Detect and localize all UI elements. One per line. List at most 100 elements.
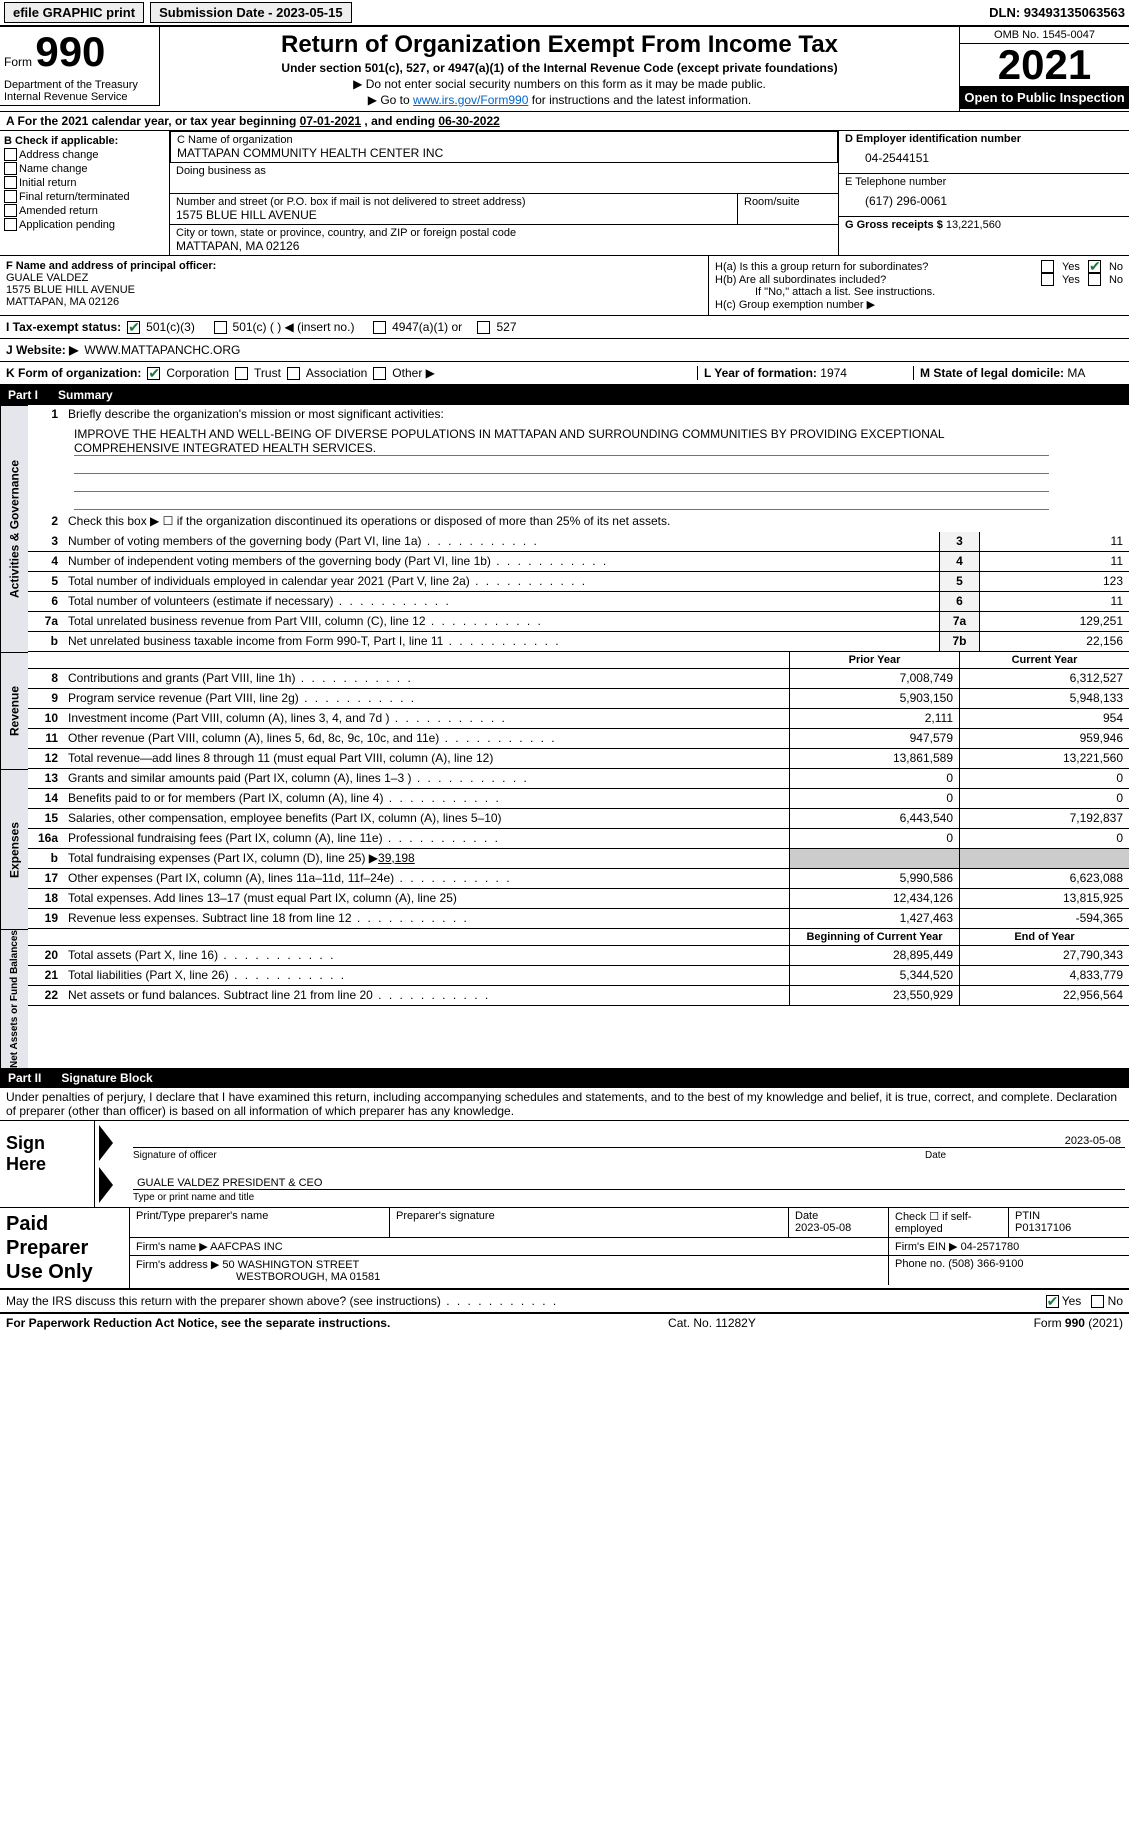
l19: Revenue less expenses. Subtract line 18 …: [64, 909, 789, 928]
p21: 5,344,520: [789, 966, 959, 985]
p8: 7,008,749: [789, 669, 959, 688]
irs-link[interactable]: www.irs.gov/Form990: [413, 93, 528, 107]
cb-hb-yes[interactable]: [1041, 273, 1054, 286]
cb-501c3[interactable]: [127, 321, 140, 334]
discuss-no: No: [1108, 1294, 1123, 1308]
l1-text: Briefly describe the organization's miss…: [64, 405, 1129, 425]
v16b: 39,198: [378, 851, 415, 865]
cb-discuss-no[interactable]: [1091, 1295, 1104, 1308]
state-domicile: MA: [1067, 366, 1085, 380]
ein-value: 04-2544151: [845, 145, 1123, 171]
v6: 11: [979, 592, 1129, 611]
part2-num: Part II: [8, 1071, 41, 1085]
open-inspection: Open to Public Inspection: [960, 86, 1129, 109]
firm-addr2: WESTBOROUGH, MA 01581: [136, 1271, 882, 1283]
header-line-2: ▶ Go to www.irs.gov/Form990 for instruct…: [164, 93, 955, 107]
prep-ptin: P01317106: [1015, 1222, 1123, 1234]
cb-4947[interactable]: [373, 321, 386, 334]
row-i: I Tax-exempt status: 501(c)(3) 501(c) ( …: [0, 316, 1129, 339]
side-expenses: Expenses: [0, 769, 28, 929]
p22: 23,550,929: [789, 986, 959, 1005]
l7a-text: Total unrelated business revenue from Pa…: [64, 612, 939, 631]
officer-addr1: 1575 BLUE HILL AVENUE: [6, 284, 702, 296]
cb-address-change[interactable]: [4, 148, 17, 161]
opt-501c3: 501(c)(3): [146, 320, 195, 334]
firm-phone: (508) 366-9100: [948, 1258, 1023, 1270]
cb-ha-yes[interactable]: [1041, 260, 1054, 273]
dept-treasury: Department of the Treasury Internal Reve…: [0, 77, 160, 106]
side-netassets: Net Assets or Fund Balances: [0, 929, 28, 1068]
l5-text: Total number of individuals employed in …: [64, 572, 939, 591]
opt-501c: 501(c) ( ) ◀ (insert no.): [233, 320, 355, 334]
ha-label: H(a) Is this a group return for subordin…: [715, 261, 1033, 273]
form-word: Form: [4, 55, 32, 69]
curr-hdr: Current Year: [959, 652, 1129, 668]
cb-name-change[interactable]: [4, 162, 17, 175]
cb-final-return[interactable]: [4, 190, 17, 203]
paperwork-text: For Paperwork Reduction Act Notice, see …: [6, 1316, 390, 1330]
cat-no: Cat. No. 11282Y: [668, 1316, 756, 1330]
sign-section: Sign Here 2023-05-08 Signature of office…: [0, 1121, 1129, 1208]
col-f: F Name and address of principal officer:…: [0, 256, 709, 315]
col-deg: D Employer identification number 04-2544…: [839, 131, 1129, 255]
cb-ha-no[interactable]: [1088, 260, 1101, 273]
cb-other[interactable]: [373, 367, 386, 380]
c18: 13,815,925: [959, 889, 1129, 908]
city-label: City or town, state or province, country…: [176, 227, 832, 239]
sig-name-title: GUALE VALDEZ PRESIDENT & CEO: [137, 1177, 322, 1189]
cb-discuss-yes[interactable]: [1046, 1295, 1059, 1308]
col-b: B Check if applicable: Address change Na…: [0, 131, 170, 255]
l20: Total assets (Part X, line 16): [64, 946, 789, 965]
arrow-icon-2: [99, 1167, 113, 1203]
col-c: C Name of organization MATTAPAN COMMUNIT…: [170, 131, 839, 255]
firm-addr-label: Firm's address ▶: [136, 1259, 219, 1271]
p20: 28,895,449: [789, 946, 959, 965]
org-city: MATTAPAN, MA 02126: [176, 239, 832, 253]
c21: 4,833,779: [959, 966, 1129, 985]
cb-assoc[interactable]: [287, 367, 300, 380]
cb-501c[interactable]: [214, 321, 227, 334]
hc-label: H(c) Group exemption number ▶: [715, 298, 1123, 311]
l11: Other revenue (Part VIII, column (A), li…: [64, 729, 789, 748]
form-header: Form 990 Department of the Treasury Inte…: [0, 27, 1129, 112]
v4: 11: [979, 552, 1129, 571]
col-h: H(a) Is this a group return for subordin…: [709, 256, 1129, 315]
c11: 959,946: [959, 729, 1129, 748]
p15: 6,443,540: [789, 809, 959, 828]
c22: 22,956,564: [959, 986, 1129, 1005]
c13: 0: [959, 769, 1129, 788]
submission-date-button[interactable]: Submission Date - 2023-05-15: [150, 2, 352, 23]
sign-here-label: Sign Here: [0, 1121, 95, 1207]
prior-hdr: Prior Year: [789, 652, 959, 668]
v3: 11: [979, 532, 1129, 551]
gross-value: 13,221,560: [946, 219, 1001, 231]
opt-trust: Trust: [254, 366, 281, 380]
prep-h3: Date: [795, 1210, 882, 1222]
c14: 0: [959, 789, 1129, 808]
dln-label: DLN: 93493135063563: [989, 5, 1125, 20]
cb-initial-return[interactable]: [4, 176, 17, 189]
prep-h4: Check ☐ if self-employed: [889, 1208, 1009, 1237]
c10: 954: [959, 709, 1129, 728]
c19: -594,365: [959, 909, 1129, 928]
expenses-section: Expenses 13Grants and similar amounts pa…: [0, 769, 1129, 929]
c16a: 0: [959, 829, 1129, 848]
cb-amended-return[interactable]: [4, 204, 17, 217]
opt-527: 527: [496, 320, 516, 334]
cb-527[interactable]: [477, 321, 490, 334]
p14: 0: [789, 789, 959, 808]
cb-hb-no[interactable]: [1088, 273, 1101, 286]
v7a: 129,251: [979, 612, 1129, 631]
part2-title: Signature Block: [61, 1071, 152, 1085]
header-center: Return of Organization Exempt From Incom…: [160, 27, 959, 111]
p19: 1,427,463: [789, 909, 959, 928]
cb-application-pending[interactable]: [4, 218, 17, 231]
cb-trust[interactable]: [235, 367, 248, 380]
opt-corp: Corporation: [166, 366, 229, 380]
m-label: M State of legal domicile:: [920, 366, 1064, 380]
prep-h5: PTIN: [1015, 1210, 1123, 1222]
irs-label: Internal Revenue Service: [4, 91, 155, 103]
cb-corp[interactable]: [147, 367, 160, 380]
efile-button[interactable]: efile GRAPHIC print: [4, 2, 144, 23]
l7b-text: Net unrelated business taxable income fr…: [64, 632, 939, 651]
